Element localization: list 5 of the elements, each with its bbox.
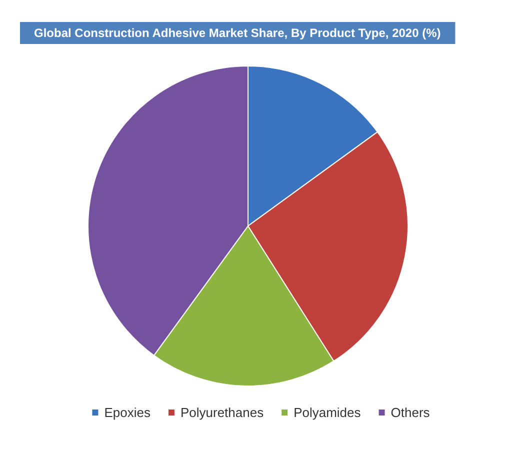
legend-label: Polyurethanes	[180, 405, 264, 420]
chart-title: Global Construction Adhesive Market Share, By Product Type, 2020 (%)	[34, 26, 441, 40]
legend-label: Epoxies	[104, 405, 151, 420]
legend-label: Others	[390, 405, 430, 420]
legend-label: Polyamides	[294, 405, 362, 420]
